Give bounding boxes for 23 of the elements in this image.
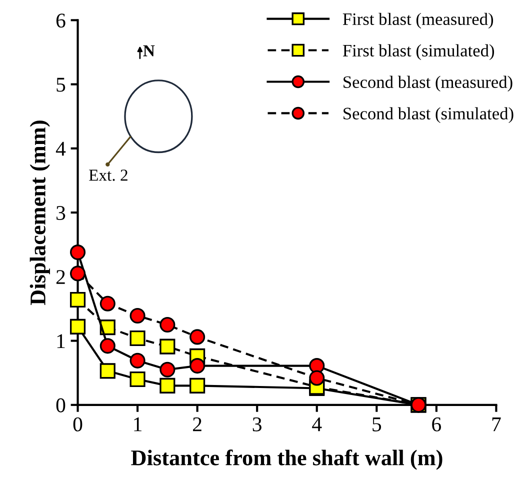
legend-label: First blast (simulated) xyxy=(342,44,494,60)
legend-label: First blast (measured) xyxy=(342,12,494,29)
x-tick-label: 4 xyxy=(312,417,322,432)
y-tick-label: 0 xyxy=(56,398,66,412)
x-tick-label: 5 xyxy=(372,418,382,432)
y-axis-title: Displacement (mm) xyxy=(30,120,50,306)
x-tick-label: 2 xyxy=(193,417,202,432)
y-tick-label: 1 xyxy=(57,334,65,348)
x-tick-label: 0 xyxy=(73,417,82,432)
x-tick-label: 6 xyxy=(432,417,442,432)
annotation: Ext. 2 xyxy=(89,170,128,181)
legend-label: Second blast (simulated) xyxy=(344,107,514,123)
x-axis-title: Distantce from the shaft wall (m) xyxy=(131,450,442,470)
y-tick-label: 6 xyxy=(56,14,66,28)
y-tick-label: 2 xyxy=(56,270,65,284)
y-tick-label: 3 xyxy=(56,206,66,220)
x-tick-label: 7 xyxy=(492,418,501,432)
y-tick-label: 5 xyxy=(56,78,66,92)
annotation: N xyxy=(143,45,155,56)
legend-label: Second blast (measured) xyxy=(344,76,512,92)
y-tick-label: 4 xyxy=(56,142,66,156)
x-tick-label: 1 xyxy=(134,417,142,432)
x-tick-label: 3 xyxy=(252,417,262,432)
